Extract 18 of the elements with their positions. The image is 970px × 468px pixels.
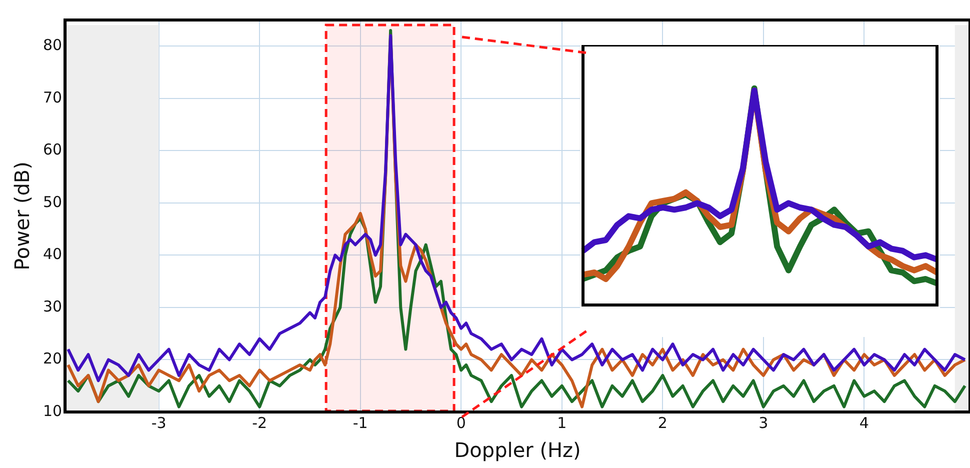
- y-tick-label: 70: [42, 88, 62, 106]
- x-tick-label: 4: [859, 414, 869, 432]
- y-tick-label: 40: [42, 245, 62, 264]
- y-axis-title: Power (dB): [10, 162, 34, 270]
- y-tick-label: 30: [42, 297, 62, 316]
- y-tick-label: 10: [42, 402, 62, 420]
- y-tick-label: 50: [42, 192, 62, 211]
- x-tick-label: 0: [456, 414, 466, 432]
- x-tick-label: -3: [151, 414, 166, 432]
- x-tick-label: -1: [352, 414, 368, 432]
- y-tick-label: 20: [42, 350, 62, 368]
- x-tick-label: -2: [252, 414, 268, 432]
- y-tick-label: 80: [42, 36, 62, 54]
- x-tick-label: 1: [557, 414, 567, 432]
- x-tick-label: 2: [658, 414, 668, 432]
- x-axis-title: Doppler (Hz): [454, 438, 581, 462]
- y-tick-label: 60: [42, 140, 62, 159]
- x-tick-label: 3: [758, 414, 768, 432]
